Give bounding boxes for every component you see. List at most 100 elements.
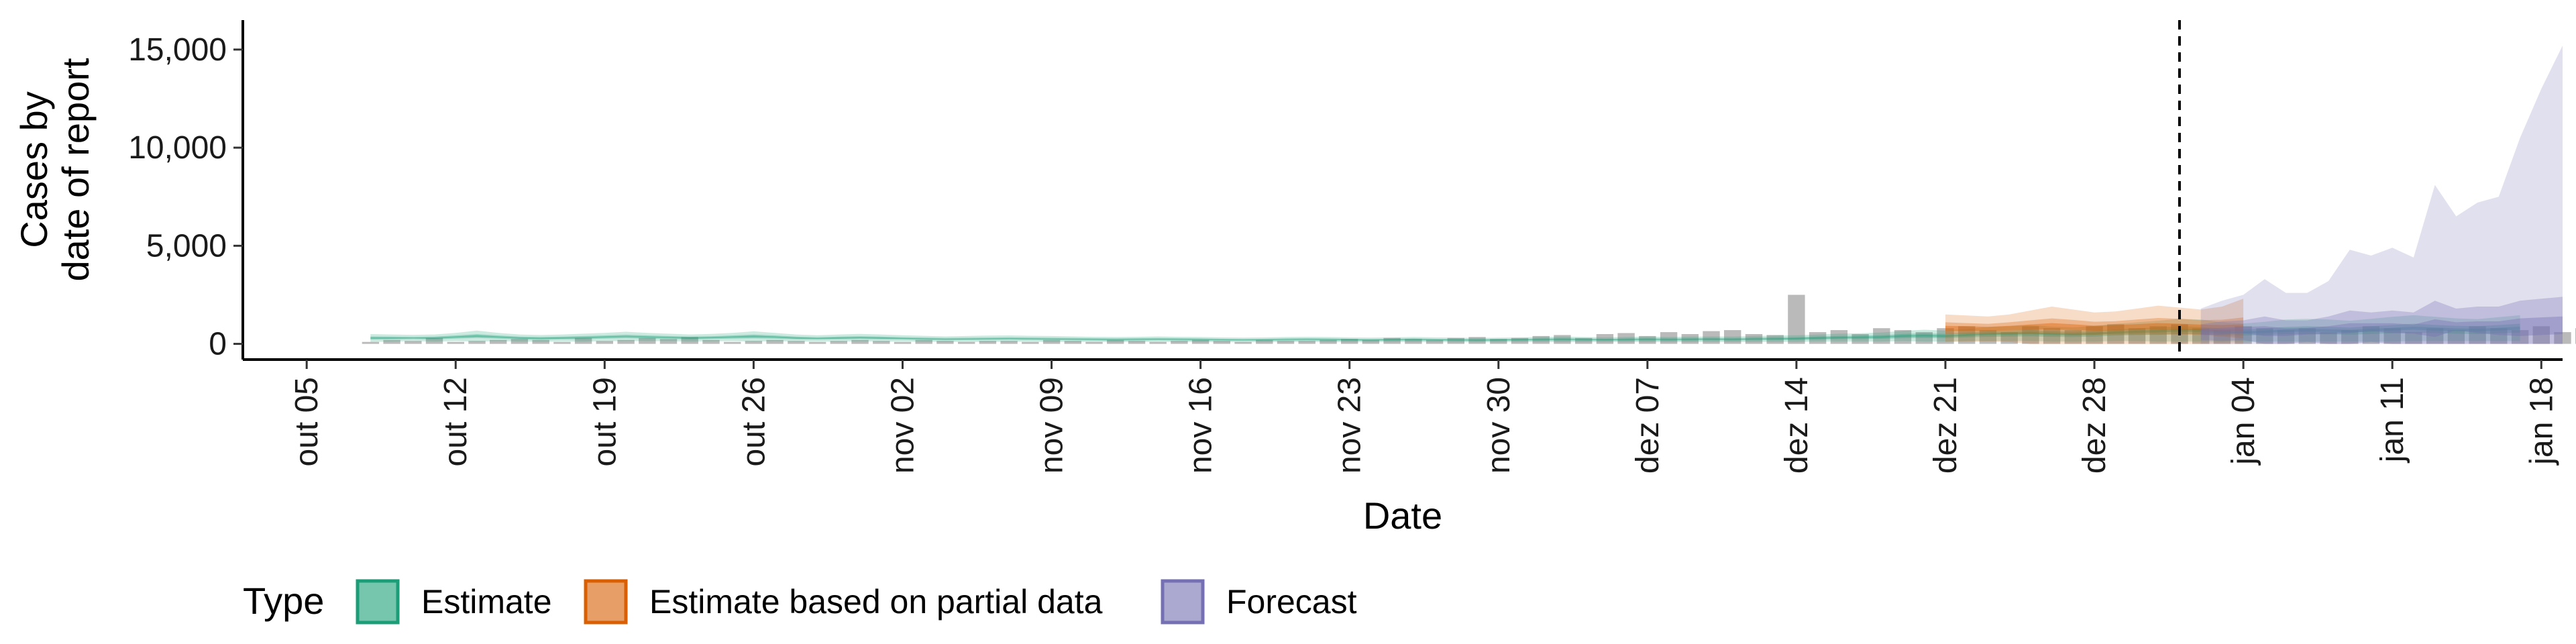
y-axis-title-line: date of report: [54, 58, 97, 282]
credible-interval-20: [370, 326, 2520, 341]
reported-case-bar: [405, 341, 422, 344]
reported-case-bar: [851, 339, 869, 344]
reported-case-bar: [2213, 330, 2231, 344]
reported-case-bar: [1511, 337, 1529, 344]
reported-case-bar: [2362, 326, 2380, 344]
x-tick-label: jan 11: [2375, 377, 2410, 464]
x-tick-label: jan 04: [2226, 377, 2261, 466]
reported-case-bar: [1490, 339, 1507, 344]
reported-case-bar: [1724, 330, 1741, 344]
x-tick-label: dez 14: [1779, 377, 1815, 474]
reported-case-bar: [2086, 326, 2103, 344]
reported-case-bar: [1064, 341, 1081, 344]
reported-case-bar: [468, 341, 486, 344]
reported-case-bar: [1788, 294, 1805, 344]
reported-case-bar: [1468, 337, 1486, 344]
reported-case-bar: [2064, 330, 2082, 344]
x-tick-label: out 05: [289, 377, 325, 466]
reported-case-bar: [362, 341, 380, 344]
credible-interval-20: [2200, 316, 2563, 337]
legend-title: Type: [243, 580, 324, 622]
credible-interval-20: [1945, 323, 2244, 331]
x-tick-label: out 19: [587, 377, 623, 466]
reported-case-bar: [1042, 339, 1061, 344]
reported-case-bar: [617, 339, 635, 344]
reported-case-bar: [659, 339, 678, 344]
reported-case-bar: [1447, 337, 1464, 344]
credible-interval-50: [2200, 297, 2563, 344]
reported-case-bar: [2532, 326, 2550, 344]
reported-case-bar: [1958, 326, 1976, 344]
reported-case-bar: [383, 339, 400, 344]
reported-case-bar: [1596, 334, 1614, 344]
y-tick-label: 0: [209, 327, 227, 362]
legend-swatch: [584, 579, 628, 625]
x-tick-label: jan 18: [2524, 377, 2559, 466]
reported-case-bar: [1341, 339, 1358, 344]
reported-case-bar: [1809, 332, 1827, 344]
reported-case-bar: [1362, 339, 1380, 344]
credible-interval-90: [2200, 46, 2563, 344]
reported-case-bar: [1660, 332, 1678, 344]
reported-case-bar: [1405, 339, 1422, 344]
reported-case-bar: [1234, 341, 1252, 344]
reported-case-bar: [894, 341, 912, 344]
reported-case-bar: [490, 339, 507, 344]
reported-case-bar: [1277, 341, 1295, 344]
legend-swatch: [356, 579, 400, 625]
reported-case-bar: [1426, 339, 1444, 344]
legend-label: Estimate based on partial data: [649, 583, 1103, 621]
plot-area: [362, 46, 2576, 344]
x-tick-label: dez 07: [1630, 377, 1666, 474]
reported-case-bar: [1554, 335, 1571, 344]
reported-case-bar: [1191, 339, 1210, 344]
legend: Type Estimate Estimate based on partial d…: [243, 579, 1357, 625]
y-tick-label: 5,000: [146, 228, 227, 264]
reported-case-bar: [1256, 339, 1273, 344]
reported-case-bar: [1107, 339, 1124, 344]
reported-case-bar: [1979, 330, 1997, 344]
credible-interval-90: [1945, 299, 2244, 344]
reported-case-bar: [425, 337, 443, 344]
legend-label: Forecast: [1226, 583, 1357, 621]
reported-case-bar: [2426, 328, 2444, 344]
reported-case-bar: [1171, 341, 1188, 344]
reported-case-bar: [724, 341, 741, 344]
reported-case-bar: [1320, 339, 1337, 344]
series-estimate-based-on-partial-data: [1945, 299, 2244, 344]
reported-case-bar: [808, 341, 826, 344]
reported-case-bar: [1681, 334, 1699, 344]
reported-case-bar: [1383, 337, 1401, 344]
reported-case-bar: [1617, 333, 1635, 344]
reported-case-bar: [1766, 335, 1784, 344]
reported-case-bar: [702, 339, 720, 344]
reported-case-bar: [1703, 331, 1720, 344]
reported-case-bar: [511, 339, 529, 344]
x-axis: out 05 out 12 out 19 out 26 nov 02 nov 09 nov …: [289, 360, 2559, 474]
series-estimate: [370, 315, 2520, 343]
legend-item: Forecast: [1161, 579, 1357, 625]
reported-case-bar: [596, 341, 613, 344]
reported-case-bar: [1022, 341, 1039, 344]
reported-case-bar: [873, 341, 890, 344]
series-forecast: [2200, 46, 2563, 344]
reported-case-bar: [936, 341, 954, 344]
reported-case-bar: [1745, 334, 1763, 344]
reported-case-bar: [553, 341, 571, 344]
reported-case-bar: [2554, 332, 2571, 344]
reported-case-bar: [979, 341, 997, 344]
x-tick-label: nov 30: [1481, 377, 1517, 474]
reported-case-bar: [2043, 328, 2061, 344]
reported-case-bar: [915, 339, 932, 344]
reported-case-bar: [574, 337, 592, 344]
x-tick-label: nov 16: [1183, 377, 1219, 474]
reported-cases-layer: [362, 294, 2576, 344]
reported-case-bar: [1298, 341, 1316, 344]
y-tick-label: 15,000: [128, 32, 227, 68]
reported-case-bar: [1085, 341, 1103, 344]
reported-case-bar: [2298, 328, 2316, 344]
credible-interval-90: [370, 315, 2520, 343]
reported-case-bar: [1894, 330, 1912, 344]
x-axis-title: Date: [1363, 494, 1442, 537]
